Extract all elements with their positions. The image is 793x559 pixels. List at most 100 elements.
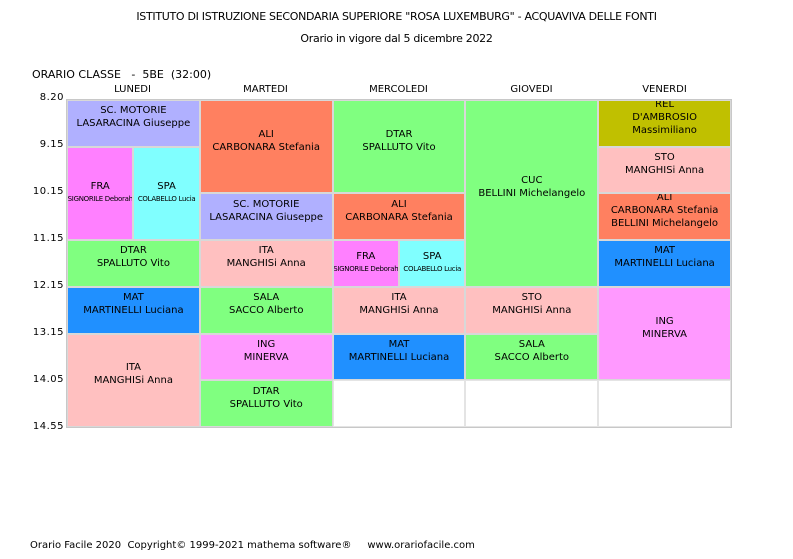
lesson-cell: MAT MARTINELLI Luciana bbox=[598, 240, 731, 287]
split-lesson: FRA SIGNORILE Deborah SPA COLABELLO Lucia bbox=[67, 146, 200, 241]
subject: SALA bbox=[518, 338, 545, 350]
teacher: SIGNORILE Deborah bbox=[67, 195, 133, 204]
time-label: 9.15 bbox=[39, 139, 64, 150]
lesson-cell: DTAR SPALLUTO Vito bbox=[332, 100, 466, 194]
teacher: BELLINI Michelangelo bbox=[478, 188, 586, 200]
subject: STO bbox=[654, 152, 675, 164]
subject: MAT bbox=[388, 338, 410, 350]
teacher: SACCO Alberto bbox=[228, 305, 304, 317]
time-label: 14.55 bbox=[32, 421, 64, 432]
lesson-cell: CUC BELLINI Michelangelo bbox=[465, 100, 599, 287]
teacher: MINERVA bbox=[642, 328, 687, 340]
lesson-cell: SALA SACCO Alberto bbox=[465, 333, 599, 381]
lesson-cell: ITA MANGHISi Anna bbox=[199, 240, 333, 287]
subject: SC. MOTORIE bbox=[233, 198, 300, 210]
subject: ITA bbox=[391, 292, 407, 304]
subject: MAT bbox=[122, 292, 144, 304]
subject: REL bbox=[655, 100, 675, 110]
teacher: MARTINELLI Luciana bbox=[83, 305, 184, 317]
class-label: ORARIO CLASSE - 5BE (32:00) bbox=[32, 68, 212, 81]
split-lesson: FRA SIGNORILE Deborah SPA COLABELLO Lucia bbox=[332, 240, 466, 287]
lesson-cell: STO MANGHISi Anna bbox=[598, 146, 731, 194]
lesson-cell: STO MANGHISi Anna bbox=[465, 286, 599, 334]
lesson-cell: DTAR SPALLUTO Vito bbox=[67, 240, 200, 287]
teacher: SPALLUTO Vito bbox=[229, 398, 303, 410]
subject: SALA bbox=[253, 292, 280, 304]
teacher: MARTINELLI Luciana bbox=[614, 258, 715, 270]
lesson-cell: DTAR SPALLUTO Vito bbox=[199, 380, 333, 427]
lesson-cell: FRA SIGNORILE Deborah bbox=[332, 240, 399, 287]
teacher: SPALLUTO Vito bbox=[362, 141, 436, 153]
time-label: 14.05 bbox=[32, 374, 64, 385]
subject: CUC bbox=[521, 175, 543, 187]
day-header: MERCOLEDI bbox=[369, 84, 428, 95]
time-label: 10.15 bbox=[32, 186, 64, 197]
subject: ALI bbox=[656, 193, 673, 204]
day-headers: LUNEDI MARTEDI MERCOLEDI GIOVEDI VENERDI bbox=[66, 84, 731, 95]
teacher: MINERVA bbox=[243, 351, 289, 363]
timetable-grid: SC. MOTORIE LASARACINA Giuseppe FRA SIGNORI… bbox=[66, 99, 732, 428]
teacher: SPALLUTO Vito bbox=[96, 258, 170, 270]
teacher: CARBONARA Stefania bbox=[345, 211, 453, 223]
school-title: ISTITUTO DI ISTRUZIONE SECONDARIA SUPERI… bbox=[136, 10, 657, 23]
teacher: SACCO Alberto bbox=[494, 351, 570, 363]
lesson-cell: FRA SIGNORILE Deborah bbox=[67, 146, 134, 241]
teacher: LASARACINA Giuseppe bbox=[209, 211, 324, 223]
teacher: LASARACINA Giuseppe bbox=[76, 118, 191, 130]
lesson-cell: SALA SACCO Alberto bbox=[199, 286, 333, 334]
subject: MAT bbox=[654, 245, 675, 257]
teacher: MANGHISi Anna bbox=[226, 258, 306, 270]
teacher: MANGHISi Anna bbox=[492, 305, 572, 317]
subject: STO bbox=[521, 292, 542, 304]
lesson-cell: ALI CARBONARA Stefania bbox=[332, 193, 466, 241]
subject: ITA bbox=[258, 245, 274, 257]
lesson-cell: REL D'AMBROSIO Massimiliano bbox=[598, 100, 731, 147]
lesson-cell: ING MINERVA bbox=[598, 286, 731, 381]
lesson-cell: MAT MARTINELLI Luciana bbox=[332, 333, 466, 381]
teacher: MARTINELLI Luciana bbox=[348, 351, 450, 363]
lesson-cell: ITA MANGHISi Anna bbox=[67, 333, 200, 427]
subject: DTAR bbox=[252, 385, 280, 397]
day-header: LUNEDI bbox=[114, 84, 151, 95]
subject: ALI bbox=[391, 198, 407, 210]
lesson-cell: ING MINERVA bbox=[199, 333, 333, 381]
footer: Orario Facile 2020 Copyright© 1999-2021 … bbox=[30, 540, 475, 551]
teacher: BELLINI Michelangelo bbox=[611, 218, 719, 230]
lesson-cell: SPA COLABELLO Lucia bbox=[398, 240, 466, 287]
subject: SPA bbox=[157, 181, 176, 193]
teacher: CARBONARA Stefania bbox=[212, 141, 320, 153]
teacher: CARBONARA Stefania bbox=[610, 205, 719, 217]
empty-cell bbox=[332, 380, 466, 427]
subject: ITA bbox=[125, 362, 141, 374]
subject: ING bbox=[655, 315, 674, 327]
subject: ING bbox=[257, 338, 276, 350]
empty-cell bbox=[598, 380, 731, 427]
lesson-cell: SC. MOTORIE LASARACINA Giuseppe bbox=[67, 100, 200, 147]
teacher: SIGNORILE Deborah bbox=[333, 265, 399, 274]
day-header: GIOVEDI bbox=[510, 84, 553, 95]
empty-cell bbox=[465, 380, 599, 427]
teacher: COLABELLO Lucia bbox=[403, 265, 461, 274]
subject: DTAR bbox=[119, 245, 147, 257]
subject: DTAR bbox=[385, 128, 413, 140]
teacher: MANGHISi Anna bbox=[359, 305, 439, 317]
lesson-cell: ITA MANGHISi Anna bbox=[332, 286, 466, 334]
lesson-cell: MAT MARTINELLI Luciana bbox=[67, 286, 200, 334]
subject: SC. MOTORIE bbox=[100, 105, 167, 117]
teacher: D'AMBROSIO Massimiliano bbox=[632, 111, 697, 136]
lesson-cell: SPA COLABELLO Lucia bbox=[133, 146, 200, 241]
lesson-cell: ALI CARBONARA Stefania BELLINI Michelangel… bbox=[598, 193, 731, 241]
lesson-cell: ALI CARBONARA Stefania bbox=[199, 100, 333, 194]
subject: FRA bbox=[90, 181, 110, 193]
teacher: COLABELLO Lucia bbox=[137, 195, 196, 204]
time-label: 11.15 bbox=[32, 233, 64, 244]
time-label: 12.15 bbox=[32, 280, 64, 291]
time-label: 8.20 bbox=[39, 92, 64, 103]
teacher: MANGHISi Anna bbox=[93, 375, 173, 387]
lesson-cell: SC. MOTORIE LASARACINA Giuseppe bbox=[199, 193, 333, 241]
schedule-subtitle: Orario in vigore dal 5 dicembre 2022 bbox=[300, 32, 493, 45]
day-header: VENERDI bbox=[642, 84, 687, 95]
day-header: MARTEDI bbox=[243, 84, 288, 95]
subject: SPA bbox=[422, 251, 442, 263]
time-label: 13.15 bbox=[32, 327, 64, 338]
